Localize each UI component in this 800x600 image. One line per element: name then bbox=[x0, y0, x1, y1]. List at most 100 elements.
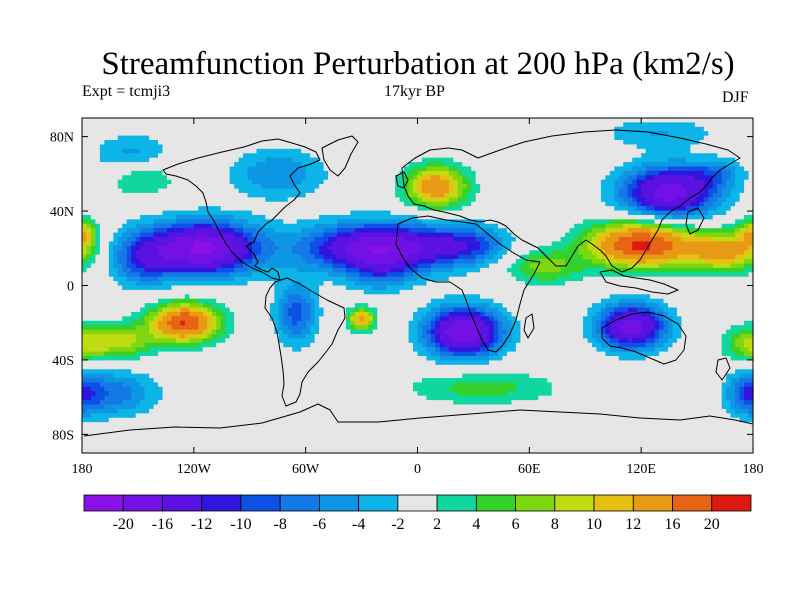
field-cell bbox=[247, 223, 253, 229]
field-cell bbox=[363, 153, 369, 159]
field-cell bbox=[175, 214, 182, 220]
field-cell bbox=[574, 206, 580, 212]
field-cell bbox=[435, 228, 441, 234]
field-cell bbox=[618, 254, 624, 260]
field-cell bbox=[278, 259, 284, 265]
field-cell bbox=[323, 214, 329, 220]
field-cell bbox=[193, 166, 199, 172]
field-cell bbox=[726, 135, 732, 141]
field-cell bbox=[730, 206, 736, 212]
field-cell bbox=[699, 153, 705, 159]
field-cell bbox=[502, 144, 508, 150]
field-cell bbox=[243, 232, 249, 238]
field-cell bbox=[632, 210, 638, 216]
field-cell bbox=[328, 118, 334, 124]
field-cell bbox=[82, 144, 88, 150]
field-cell bbox=[372, 162, 378, 168]
field-cell bbox=[395, 201, 401, 207]
field-cell bbox=[238, 162, 244, 168]
field-cell bbox=[162, 210, 168, 216]
field-cell bbox=[171, 219, 177, 225]
field-cell bbox=[216, 241, 222, 247]
field-cell bbox=[122, 210, 128, 216]
field-cell bbox=[144, 126, 150, 132]
field-cell bbox=[578, 254, 584, 260]
field-cell bbox=[623, 241, 629, 247]
field-cell bbox=[162, 157, 168, 163]
field-cell bbox=[350, 135, 356, 141]
field-cell bbox=[712, 148, 718, 154]
field-cell bbox=[158, 179, 164, 185]
field-cell bbox=[636, 166, 642, 172]
field-cell bbox=[301, 219, 307, 225]
field-cell bbox=[712, 179, 718, 185]
field-cell bbox=[690, 166, 696, 172]
field-cell bbox=[641, 214, 647, 220]
field-cell bbox=[95, 157, 101, 163]
field-cell bbox=[672, 254, 678, 260]
field-cell bbox=[292, 206, 298, 212]
field-cell bbox=[314, 259, 320, 265]
field-cell bbox=[690, 148, 696, 154]
field-cell bbox=[730, 131, 736, 137]
field-cell bbox=[444, 122, 450, 128]
field-cell bbox=[314, 250, 320, 256]
field-cell bbox=[328, 162, 334, 168]
field-cell bbox=[444, 175, 450, 181]
field-cell bbox=[260, 201, 266, 207]
field-cell bbox=[748, 188, 754, 194]
field-cell bbox=[506, 118, 513, 124]
field-cell bbox=[189, 219, 195, 225]
field-cell bbox=[274, 166, 280, 172]
field-cell bbox=[578, 232, 584, 238]
field-cell bbox=[735, 148, 741, 154]
field-cell bbox=[708, 228, 714, 234]
field-cell bbox=[712, 184, 718, 190]
field-cell bbox=[363, 122, 369, 128]
field-cell bbox=[421, 184, 428, 190]
field-cell bbox=[390, 192, 396, 198]
field-cell bbox=[359, 179, 365, 185]
field-cell bbox=[426, 259, 432, 265]
field-cell bbox=[739, 223, 745, 229]
field-cell bbox=[198, 232, 204, 238]
field-cell bbox=[663, 237, 669, 243]
field-cell bbox=[220, 210, 226, 216]
field-cell bbox=[408, 201, 414, 207]
field-cell bbox=[748, 135, 754, 141]
field-cell bbox=[717, 166, 723, 172]
field-cell bbox=[158, 254, 164, 260]
field-cell bbox=[372, 153, 378, 159]
field-cell bbox=[256, 219, 262, 225]
field-cell bbox=[216, 166, 222, 172]
field-cell bbox=[274, 223, 280, 229]
field-cell bbox=[739, 259, 745, 265]
field-cell bbox=[466, 170, 472, 176]
field-cell bbox=[583, 219, 589, 225]
field-cell bbox=[596, 126, 602, 132]
field-cell bbox=[166, 144, 173, 150]
field-cell bbox=[390, 144, 396, 150]
field-cell bbox=[471, 184, 477, 190]
field-cell bbox=[484, 122, 490, 128]
field-cell bbox=[274, 153, 280, 159]
field-cell bbox=[515, 122, 521, 128]
field-cell bbox=[600, 245, 606, 251]
field-cell bbox=[659, 148, 665, 154]
field-cell bbox=[417, 118, 423, 124]
field-cell bbox=[730, 241, 736, 247]
field-cell bbox=[645, 131, 651, 137]
field-cell bbox=[480, 179, 486, 185]
field-cell bbox=[439, 254, 445, 260]
field-cell bbox=[587, 223, 593, 229]
field-cell bbox=[122, 166, 128, 172]
field-cell bbox=[265, 118, 271, 124]
field-cell bbox=[363, 250, 369, 256]
field-cell bbox=[292, 118, 298, 124]
field-cell bbox=[386, 232, 392, 238]
field-cell bbox=[506, 179, 513, 185]
field-cell bbox=[739, 175, 745, 181]
field-cell bbox=[368, 175, 374, 181]
field-cell bbox=[126, 245, 132, 251]
field-cell bbox=[202, 131, 208, 137]
